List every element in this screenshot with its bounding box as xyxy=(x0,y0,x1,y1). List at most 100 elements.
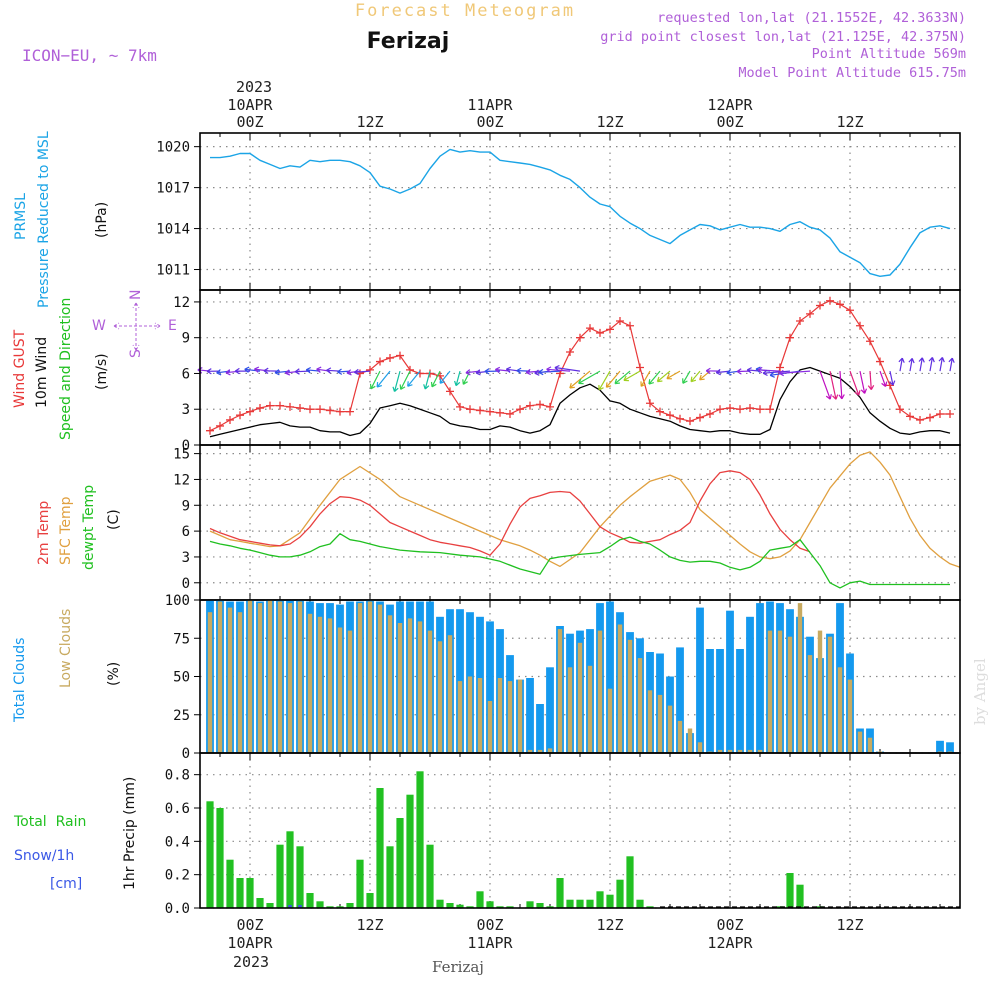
top-time-label: 12Z xyxy=(596,113,623,131)
wind-direction-arrow xyxy=(399,370,411,390)
rain-label: Total Rain xyxy=(13,814,86,830)
y-tick-label: 6 xyxy=(182,524,190,540)
low-cloud-bar xyxy=(737,749,743,753)
total-cloud-bar xyxy=(676,647,684,753)
y-tick-label: 9 xyxy=(182,498,190,514)
temp-labels: 2m Temp SFC Temp dewpt Temp (C) xyxy=(36,485,122,570)
panel-clouds: 0 25 50 75 100 xyxy=(165,593,961,762)
wind-direction-arrow xyxy=(656,370,671,383)
gust-marker xyxy=(846,306,854,315)
low-cloud-bar xyxy=(407,618,413,753)
gust-marker xyxy=(506,410,514,418)
temp-unit: (C) xyxy=(106,509,122,530)
gust-marker xyxy=(606,325,614,334)
bottom-time-label: 12Z xyxy=(836,916,863,934)
gust-marker xyxy=(346,407,354,416)
wind-direction-arrow xyxy=(369,370,381,390)
top-time-label: 12APR xyxy=(707,96,753,114)
gust-marker xyxy=(216,421,224,430)
y-tick-label: 50 xyxy=(173,670,190,686)
rain-bar xyxy=(376,788,384,908)
bottom-time-label: 00Z xyxy=(476,916,503,934)
gust-marker xyxy=(426,369,434,378)
gust-marker xyxy=(366,365,374,374)
gust-marker xyxy=(646,399,654,408)
gust-marker xyxy=(396,351,404,360)
grid-point-coords: grid point closest lon,lat (21.125E, 42.… xyxy=(600,29,966,45)
y-tick-label: 0.8 xyxy=(165,768,190,784)
y-tick-label: 1014 xyxy=(156,222,190,238)
low-cloud-label: Low Clouds xyxy=(58,609,74,688)
gust-marker xyxy=(876,357,884,366)
low-cloud-bar xyxy=(667,705,673,753)
wind-direction-arrow xyxy=(859,370,868,394)
gust-marker xyxy=(756,405,764,414)
snow-bar xyxy=(298,905,302,908)
rain-bar xyxy=(796,884,804,908)
chart-title: Forecast Meteogram xyxy=(355,1,575,21)
low-cloud-bar xyxy=(697,742,703,753)
gust-marker xyxy=(586,324,594,333)
gust-marker xyxy=(526,401,534,410)
low-cloud-bar xyxy=(657,694,663,753)
low-cloud-bar xyxy=(597,630,603,753)
y-tick-label: 1011 xyxy=(156,263,190,279)
low-cloud-bar xyxy=(347,630,353,753)
rain-bar xyxy=(386,846,394,908)
rain-bar xyxy=(366,893,374,908)
rain-bar xyxy=(576,899,584,908)
low-cloud-bar xyxy=(497,678,503,753)
low-cloud-bar xyxy=(417,621,423,753)
low-cloud-bar xyxy=(547,748,553,753)
rain-bar xyxy=(486,901,494,908)
wind10-series xyxy=(209,366,951,438)
top-time-label: 10APR xyxy=(227,96,273,114)
wind-direction-arrow xyxy=(554,364,581,372)
rain-bar xyxy=(636,899,644,908)
y-tick-label: 0.4 xyxy=(165,834,190,850)
total-cloud-bar xyxy=(546,667,554,753)
total-cloud-bar xyxy=(736,649,744,753)
wind-direction-arrow xyxy=(244,366,261,373)
total-cloud-bar xyxy=(486,621,494,753)
compass-south: S xyxy=(128,349,144,358)
wind-direction-arrow xyxy=(889,370,896,386)
wind-direction-arrow xyxy=(838,371,845,400)
y-tick-label: 3 xyxy=(182,402,190,418)
low-cloud-bar xyxy=(587,665,593,753)
top-time-label: 00Z xyxy=(476,113,503,131)
gust-marker xyxy=(496,408,504,417)
gust-marker xyxy=(866,337,874,346)
pressure-series xyxy=(210,148,951,277)
low-cloud-bar xyxy=(427,630,433,753)
wind-direction-arrow xyxy=(454,370,461,387)
y-tick-label: 9 xyxy=(182,331,190,347)
wind-direction-arrow xyxy=(898,357,905,372)
snow-bar xyxy=(288,905,292,908)
footer-location: Ferizaj xyxy=(432,958,484,976)
total-cloud-bar xyxy=(726,610,734,753)
low-cloud-bar xyxy=(677,720,683,753)
gust-marker xyxy=(296,404,304,413)
low-cloud-bar xyxy=(297,601,303,753)
low-cloud-bar xyxy=(747,749,753,753)
total-cloud-bar xyxy=(716,649,724,753)
gust-marker xyxy=(826,296,834,305)
panel-temperature: 0 3 6 9 12 15 xyxy=(173,444,961,601)
gust-marker xyxy=(516,405,524,414)
gust-marker xyxy=(466,405,474,414)
point-altitude: Point Altitude 569m xyxy=(812,46,966,62)
rain-bar xyxy=(396,818,404,908)
low-cloud-bar xyxy=(837,667,843,753)
rain-bar xyxy=(306,893,314,908)
panel-frame xyxy=(199,752,961,909)
gust-marker xyxy=(736,405,744,414)
low-cloud-bar xyxy=(537,749,543,753)
wind-direction-arrow xyxy=(908,358,915,372)
wind-direction-arrow xyxy=(948,357,955,372)
gust-marker xyxy=(416,369,424,378)
bottom-time-label: 11APR xyxy=(467,934,513,952)
low-cloud-bar xyxy=(267,600,273,753)
model-altitude: Model Point Altitude 615.75m xyxy=(738,65,966,81)
y-tick-label: 0.0 xyxy=(165,901,190,917)
